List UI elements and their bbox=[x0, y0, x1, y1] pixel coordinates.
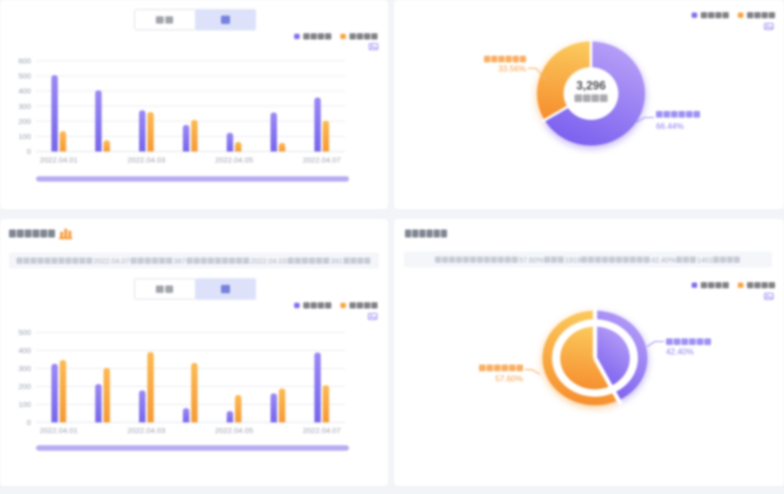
svg-text:0: 0 bbox=[27, 418, 31, 427]
svg-text:2022.04.03: 2022.04.03 bbox=[127, 426, 165, 435]
svg-text:66.44%: 66.44% bbox=[656, 122, 684, 131]
svg-text:400: 400 bbox=[18, 346, 31, 355]
svg-text:1401: 1401 bbox=[697, 255, 713, 264]
svg-text:300: 300 bbox=[18, 102, 31, 111]
svg-text:2022.04.07: 2022.04.07 bbox=[303, 155, 341, 164]
svg-text:500: 500 bbox=[18, 72, 31, 81]
svg-text:200: 200 bbox=[18, 117, 31, 126]
svg-text:600: 600 bbox=[18, 56, 31, 65]
svg-text:42.40%: 42.40% bbox=[651, 255, 676, 264]
svg-text:391: 391 bbox=[331, 256, 343, 265]
svg-text:1919: 1919 bbox=[565, 255, 581, 264]
svg-text:200: 200 bbox=[18, 382, 31, 391]
svg-text:2022.04.01: 2022.04.01 bbox=[40, 155, 78, 164]
svg-text:300: 300 bbox=[18, 364, 31, 373]
svg-text:2022.04.03: 2022.04.03 bbox=[127, 155, 165, 164]
svg-text:2022.04.07: 2022.04.07 bbox=[94, 256, 130, 265]
svg-text:57.60%: 57.60% bbox=[495, 374, 523, 383]
svg-text:57.60%: 57.60% bbox=[519, 255, 544, 264]
svg-text:2022.04.05: 2022.04.05 bbox=[215, 155, 253, 164]
svg-text:0: 0 bbox=[27, 147, 31, 156]
svg-text:42.40%: 42.40% bbox=[666, 348, 694, 357]
svg-text:100: 100 bbox=[18, 132, 31, 141]
svg-text:33.56%: 33.56% bbox=[498, 64, 526, 73]
svg-text:2022.04.01: 2022.04.01 bbox=[40, 426, 78, 435]
svg-text:400: 400 bbox=[18, 87, 31, 96]
svg-text:2022.04.05: 2022.04.05 bbox=[215, 426, 253, 435]
svg-text:387: 387 bbox=[174, 256, 186, 265]
svg-text:2022.04.03: 2022.04.03 bbox=[251, 256, 287, 265]
svg-text:100: 100 bbox=[18, 400, 31, 409]
svg-text:2022.04.07: 2022.04.07 bbox=[303, 426, 341, 435]
svg-text:3,296: 3,296 bbox=[576, 78, 606, 92]
svg-text:500: 500 bbox=[18, 328, 31, 337]
